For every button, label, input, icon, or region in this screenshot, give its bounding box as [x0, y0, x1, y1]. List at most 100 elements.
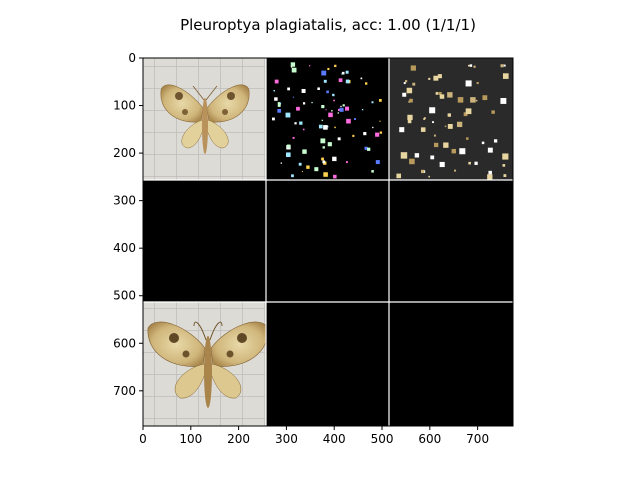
speckle [309, 65, 311, 67]
highlight [444, 125, 447, 128]
highlight [447, 123, 453, 129]
highlight [459, 148, 466, 155]
speckle [302, 128, 305, 131]
y-tick-label: 0 [128, 51, 136, 65]
speckle [342, 104, 345, 107]
speckle [302, 102, 306, 105]
speckle [294, 122, 297, 125]
speckle [375, 160, 380, 165]
speckle [318, 124, 323, 129]
speckle [291, 174, 294, 178]
highlight [465, 108, 472, 115]
highlight [433, 142, 439, 148]
speckle [298, 162, 302, 166]
highlight [410, 65, 416, 71]
highlight [457, 97, 464, 103]
speckle [332, 93, 335, 97]
speckle [364, 146, 368, 150]
highlight [500, 98, 507, 104]
highlight [402, 92, 407, 97]
highlight [399, 127, 405, 133]
speckle [280, 162, 282, 164]
highlight [414, 153, 420, 158]
highlight [428, 175, 430, 178]
speckle [321, 105, 325, 109]
speckle [334, 64, 337, 68]
speckle [379, 120, 381, 122]
speckle [323, 79, 327, 83]
speckle [345, 161, 348, 164]
speckle [326, 90, 329, 94]
highlight [407, 119, 412, 124]
highlight [407, 114, 413, 121]
speckle [338, 108, 341, 111]
highlight [473, 65, 476, 68]
highlight [467, 64, 470, 67]
highlight [502, 164, 506, 167]
axes-frame [142, 57, 514, 427]
speckle [352, 134, 355, 137]
speckle [311, 101, 313, 104]
highlight [500, 64, 504, 68]
reference-image-tile [143, 302, 269, 426]
highlight [435, 92, 439, 95]
highlight [482, 95, 488, 101]
speckle [337, 112, 339, 114]
masked-highlights [396, 64, 509, 180]
highlight [439, 161, 445, 168]
empty-tile-r2c3 [389, 180, 513, 302]
speckle [287, 87, 291, 91]
x-tick-label: 0 [139, 432, 147, 446]
highlight [433, 134, 436, 137]
speckle [327, 67, 330, 71]
speckle [277, 104, 281, 107]
speckle [306, 165, 310, 169]
speckle [290, 62, 296, 67]
speckle [292, 96, 294, 98]
highlight [470, 97, 476, 103]
speckle [364, 82, 368, 85]
speckle [320, 138, 326, 144]
highlight [503, 174, 507, 177]
empty-tile-r2c2 [266, 180, 389, 302]
masked-image-tile [389, 58, 513, 180]
highlight [447, 113, 452, 117]
y-tick-label: 100 [113, 99, 136, 113]
speckle [321, 119, 323, 122]
speckle [361, 108, 364, 111]
saliency-map-tile [266, 58, 389, 180]
highlight [438, 91, 442, 96]
speckle [338, 78, 343, 83]
moth-icon [147, 321, 269, 408]
y-tick-label: 600 [113, 336, 136, 350]
speckle [378, 99, 382, 102]
speckle [321, 70, 327, 76]
empty-tile-r3c2 [266, 302, 389, 426]
highlight [466, 137, 469, 140]
figure-title: Pleuroptya plagiatalis, acc: 1.00 (1/1/1… [180, 16, 476, 34]
speckle [274, 97, 278, 101]
speckle [301, 88, 306, 93]
x-tick-label: 600 [418, 432, 441, 446]
highlight [396, 173, 402, 179]
highlight [409, 98, 413, 103]
highlight [469, 64, 473, 67]
highlight [468, 161, 471, 165]
speckle [277, 102, 281, 105]
highlight [451, 148, 456, 154]
speckle [340, 105, 342, 108]
speckle [290, 66, 293, 68]
x-tick-label: 500 [371, 432, 394, 446]
highlight [465, 80, 472, 87]
x-axis: 0 100 200 300 400 500 600 700 [139, 426, 489, 446]
highlight [439, 94, 445, 99]
speckle [325, 109, 327, 111]
highlight [502, 153, 509, 160]
speckle [322, 146, 325, 149]
highlight [474, 161, 478, 165]
speckle [341, 71, 345, 75]
tile-separators [143, 58, 513, 426]
highlight [475, 99, 478, 102]
speckle [341, 73, 343, 75]
